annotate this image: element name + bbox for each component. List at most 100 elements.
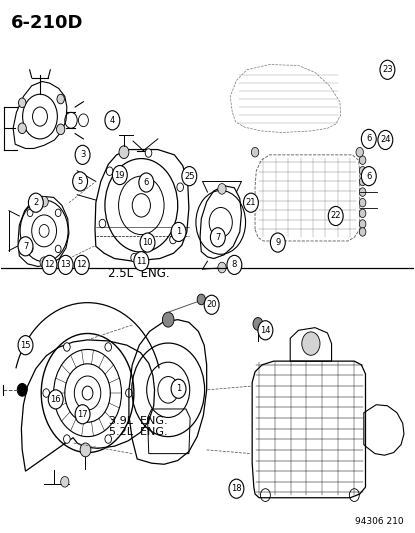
Circle shape	[359, 166, 366, 175]
Circle shape	[55, 209, 61, 216]
Text: 3: 3	[80, 150, 85, 159]
Circle shape	[18, 237, 33, 256]
Circle shape	[119, 146, 129, 159]
Circle shape	[204, 295, 219, 314]
Circle shape	[258, 321, 273, 340]
Text: 4: 4	[110, 116, 115, 125]
Circle shape	[18, 336, 33, 355]
Circle shape	[140, 233, 155, 252]
Text: 1: 1	[176, 228, 181, 237]
Circle shape	[74, 255, 89, 274]
Circle shape	[42, 255, 57, 274]
Circle shape	[227, 255, 242, 274]
Circle shape	[253, 318, 263, 330]
Circle shape	[359, 188, 366, 196]
Text: 6: 6	[144, 178, 149, 187]
Circle shape	[251, 148, 259, 157]
Text: 6: 6	[366, 172, 371, 181]
Circle shape	[197, 294, 205, 305]
Circle shape	[229, 479, 244, 498]
Text: 24: 24	[380, 135, 391, 144]
Circle shape	[56, 124, 65, 135]
Circle shape	[182, 166, 197, 185]
Text: 6-210D: 6-210D	[11, 14, 83, 32]
Circle shape	[112, 165, 127, 184]
Circle shape	[63, 343, 70, 351]
Text: 9: 9	[275, 238, 281, 247]
Circle shape	[40, 196, 48, 207]
Circle shape	[171, 379, 186, 398]
Text: 16: 16	[50, 395, 61, 404]
Circle shape	[43, 389, 49, 397]
Circle shape	[171, 222, 186, 241]
Circle shape	[28, 193, 43, 212]
Circle shape	[134, 252, 149, 271]
Circle shape	[19, 98, 26, 108]
Text: 13: 13	[60, 261, 71, 269]
Circle shape	[218, 262, 226, 273]
Circle shape	[75, 405, 90, 424]
Circle shape	[359, 209, 366, 217]
Circle shape	[27, 209, 33, 216]
Circle shape	[359, 177, 366, 185]
Circle shape	[361, 130, 376, 149]
Text: 7: 7	[23, 242, 28, 251]
Circle shape	[361, 166, 376, 185]
Text: 15: 15	[20, 341, 31, 350]
Text: 12: 12	[44, 261, 55, 269]
Text: 25: 25	[184, 172, 195, 181]
Text: 2: 2	[33, 198, 39, 207]
Circle shape	[218, 183, 226, 194]
Circle shape	[145, 149, 152, 157]
Text: 5: 5	[78, 177, 83, 186]
Circle shape	[378, 131, 393, 150]
Circle shape	[162, 312, 174, 327]
Circle shape	[57, 94, 64, 104]
Text: 19: 19	[115, 171, 125, 180]
Text: 7: 7	[215, 233, 220, 242]
Circle shape	[75, 146, 90, 165]
Circle shape	[105, 343, 112, 351]
Circle shape	[126, 389, 132, 397]
Text: 8: 8	[232, 261, 237, 269]
Circle shape	[58, 255, 73, 274]
Circle shape	[105, 111, 120, 130]
Circle shape	[359, 220, 366, 228]
Text: 18: 18	[231, 484, 242, 493]
Circle shape	[210, 228, 225, 247]
Circle shape	[55, 245, 61, 253]
Circle shape	[27, 245, 33, 253]
Circle shape	[380, 60, 395, 79]
Circle shape	[80, 443, 91, 457]
Text: 94306 210: 94306 210	[355, 517, 404, 526]
Circle shape	[139, 173, 154, 192]
Circle shape	[105, 435, 112, 443]
Text: 1: 1	[176, 384, 181, 393]
Text: 23: 23	[382, 66, 393, 74]
Text: 12: 12	[76, 261, 87, 269]
Circle shape	[40, 257, 48, 268]
Circle shape	[61, 477, 69, 487]
Circle shape	[73, 172, 88, 191]
Text: 11: 11	[136, 257, 146, 265]
Circle shape	[356, 148, 364, 157]
Circle shape	[99, 219, 106, 228]
Circle shape	[328, 206, 343, 225]
Circle shape	[302, 332, 320, 356]
Circle shape	[177, 183, 183, 191]
Text: 5.2L  ENG.: 5.2L ENG.	[109, 427, 168, 438]
Text: 2.5L  ENG.: 2.5L ENG.	[108, 267, 170, 280]
Circle shape	[359, 228, 366, 236]
Circle shape	[270, 233, 285, 252]
Circle shape	[48, 390, 63, 409]
Circle shape	[244, 193, 259, 212]
Text: 17: 17	[77, 410, 88, 419]
Text: 22: 22	[330, 212, 341, 221]
Text: 14: 14	[260, 326, 271, 335]
Text: 6: 6	[366, 134, 371, 143]
Circle shape	[359, 156, 366, 165]
Circle shape	[131, 254, 137, 262]
Text: 10: 10	[142, 238, 153, 247]
Text: 20: 20	[206, 300, 217, 309]
Circle shape	[106, 167, 113, 175]
